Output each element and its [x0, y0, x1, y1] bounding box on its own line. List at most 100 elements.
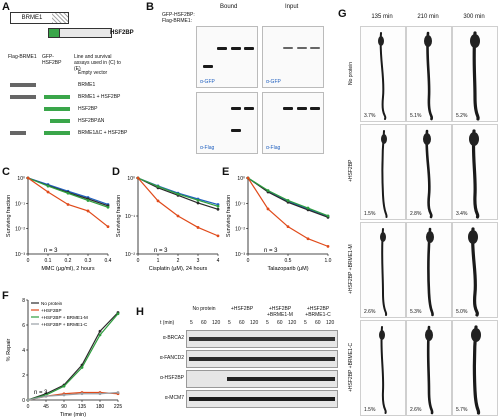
data-point — [44, 394, 48, 398]
blot-band — [189, 357, 335, 361]
blot-band — [189, 397, 335, 401]
x-tick-label: 0 — [27, 258, 30, 264]
x-tick-label: 225 — [114, 404, 122, 410]
g-row-label: +HSF2BP — [348, 159, 354, 183]
data-point — [196, 201, 200, 205]
g-time-header: 300 min — [463, 14, 485, 20]
h-time: 120 — [212, 320, 221, 326]
data-point — [62, 384, 66, 388]
data-point — [196, 198, 200, 202]
blot-band — [297, 107, 307, 110]
h-time: 5 — [266, 320, 269, 326]
x-tick-label: 0.4 — [105, 258, 112, 264]
data-point — [246, 176, 250, 180]
blot-input-gfp: α-GFP — [262, 26, 324, 88]
h-time-label: t (min) — [160, 320, 175, 326]
data-point — [62, 393, 66, 397]
n-annotation: n = 3 — [44, 248, 58, 254]
g-time-header: 210 min — [417, 14, 439, 20]
h-condition-2: +HSF2BP +BRME1-M — [267, 306, 293, 318]
h-time: 60 — [201, 320, 207, 326]
data-point — [176, 192, 180, 196]
data-point — [136, 176, 140, 180]
fiber-image-tile: 2.8% — [406, 124, 452, 220]
x-tick-label: 0.5 — [285, 258, 292, 264]
h-condition-1: +HSF2BP — [230, 306, 254, 312]
row-label-hsf2bp: HSF2BP — [78, 106, 98, 112]
y-tick-label: 8 — [22, 298, 25, 304]
fiber-image-tile: 2.6% — [360, 222, 406, 318]
repair-percentage: 5.1% — [410, 113, 422, 119]
x-tick-label: 1.0 — [325, 258, 332, 264]
y-tick-label: 10⁻³ — [235, 252, 245, 258]
fiber-strand — [470, 31, 480, 121]
blot-band — [231, 129, 241, 132]
y-tick-label: 10⁻¹ — [235, 201, 245, 207]
repair-percentage: 2.6% — [364, 309, 376, 315]
h-time: 120 — [250, 320, 259, 326]
legend-entry: +HSF2BP — [41, 308, 62, 313]
data-point — [176, 214, 180, 218]
y-tick-label: 10⁰ — [237, 176, 245, 182]
blot-band — [203, 65, 213, 68]
x-axis-label: Cisplatin (μM), 24 hours — [149, 266, 208, 272]
panel-g-grid: 135 min 210 min 300 min No protein +HSF2… — [348, 14, 498, 418]
y-tick-label: 10⁻² — [125, 252, 135, 258]
y-axis-label: Surviving fraction — [6, 195, 12, 237]
brme1-domain-box: BRME1 — [10, 12, 54, 24]
construct-brme1-bar — [10, 83, 36, 87]
blot-band — [231, 107, 241, 110]
data-point — [86, 209, 90, 213]
data-point — [98, 333, 102, 337]
h-time: 5 — [228, 320, 231, 326]
row-label-brme1: BRME1 — [78, 82, 96, 88]
y-tick-label: 10⁻² — [235, 227, 245, 233]
col-description-header: Line and survival assays used in (C) to … — [74, 54, 121, 72]
x-tick-label: 4 — [217, 258, 220, 264]
y-tick-label: 0 — [22, 398, 25, 404]
series-line — [137, 177, 219, 237]
blot-strip-brca2 — [186, 330, 338, 348]
g-time-header: 135 min — [371, 14, 393, 20]
data-point — [216, 204, 220, 208]
chart-mmc-survival: 10⁻³ 10⁻² 10⁻¹ 10⁰ 0 0.1 0.2 0.3 0.4 MMC (μg/ml),… — [6, 176, 112, 272]
data-point — [266, 189, 270, 192]
x-tick-label: 0 — [247, 258, 250, 264]
fiber-image-tile: 2.6% — [406, 320, 452, 416]
fiber-image-tile: 5.7% — [452, 320, 498, 416]
repair-percentage: 3.4% — [456, 211, 468, 217]
construct-hsf2bp-bar — [44, 131, 70, 135]
y-axis-label: % Repair — [6, 339, 12, 362]
data-point — [98, 392, 102, 396]
panel-h-blots: No protein +HSF2BP +HSF2BP +BRME1-M +HSF… — [150, 306, 340, 418]
data-point — [306, 206, 310, 210]
y-axis-label: Surviving fraction — [116, 195, 122, 237]
legend-entry: +HSF2BP + BRME1-C — [41, 322, 88, 327]
y-tick-label: 4 — [22, 348, 25, 354]
fiber-strand — [423, 129, 433, 219]
data-point — [66, 191, 70, 195]
y-tick-label: 10⁻¹ — [125, 214, 135, 220]
series-line — [27, 177, 109, 228]
fiber-strand — [425, 325, 434, 415]
data-point — [86, 199, 90, 202]
panel-label-c: C — [2, 166, 10, 178]
brme1-hatched-region — [52, 12, 69, 24]
y-tick-label: 10⁻³ — [15, 252, 25, 258]
blot-bound-flag: α-Flag — [196, 92, 258, 154]
h-time: 60 — [239, 320, 245, 326]
construct-hsf2bp-dn-bar — [50, 119, 70, 123]
repair-percentage: 5.0% — [456, 309, 468, 315]
data-point — [80, 366, 84, 369]
blot-band — [231, 47, 241, 50]
h-time: 5 — [190, 320, 193, 326]
series-line — [27, 391, 119, 401]
antibody-label: α-GFP — [266, 79, 281, 85]
g-row-label: +HSF2BP +BRME1-M — [348, 244, 354, 294]
fiber-strand — [380, 228, 388, 316]
fiber-image-tile: 1.5% — [360, 124, 406, 220]
construct-hsf2bp-bar — [44, 107, 70, 111]
fiber-strand — [378, 32, 387, 120]
panel-label-e: E — [222, 166, 230, 178]
n-annotation: n = 3 — [264, 248, 278, 254]
